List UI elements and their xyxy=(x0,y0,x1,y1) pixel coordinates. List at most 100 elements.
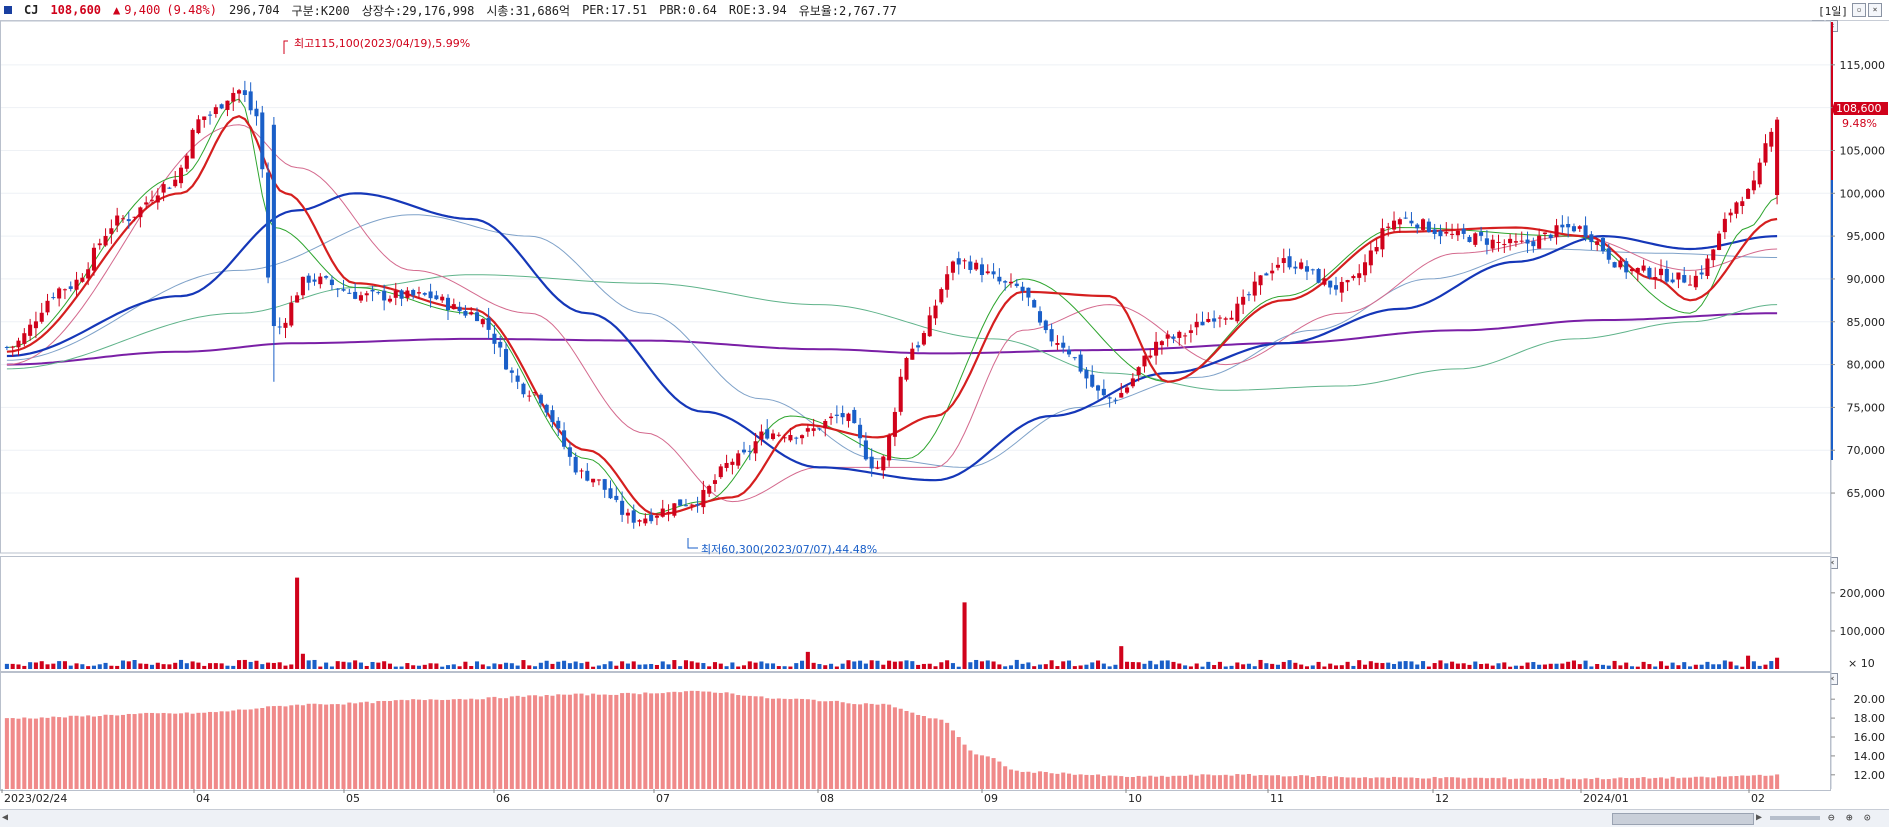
legend-ma20[interactable]: ▮20 xyxy=(121,24,142,37)
legend-ma240[interactable]: ▮240 xyxy=(255,24,283,37)
candle-body xyxy=(1537,235,1542,249)
foreign-legend[interactable]: ▮외국인보유비중 xyxy=(6,678,83,691)
legend-ma5[interactable]: ▮5 xyxy=(72,24,86,37)
candle-body xyxy=(312,279,317,282)
candle-body xyxy=(1705,258,1710,276)
period-selector[interactable]: [1일] xyxy=(1818,5,1848,18)
candle-body xyxy=(1154,341,1159,356)
legend-ma120[interactable]: ▮120 xyxy=(216,24,244,37)
candle-body xyxy=(1600,238,1606,252)
ma20-line xyxy=(6,124,1778,503)
candle-body xyxy=(811,428,816,431)
volume-bar xyxy=(1037,664,1043,669)
volume-bar xyxy=(387,663,392,669)
volume-bar xyxy=(1647,664,1652,669)
candle-body xyxy=(1101,388,1106,396)
volume-bar xyxy=(863,663,868,669)
zoom-out-icon[interactable]: ⊖ xyxy=(1828,811,1835,824)
foreign-bar xyxy=(1304,775,1310,789)
candle-body xyxy=(1171,336,1176,339)
volume-bar xyxy=(1699,664,1704,669)
scroll-right-icon[interactable]: ▶ xyxy=(1756,812,1763,823)
foreign-bar xyxy=(759,696,764,789)
volume-bar xyxy=(260,664,265,669)
foreign-bar xyxy=(776,698,781,789)
panel-close-icon[interactable]: × xyxy=(1826,673,1838,685)
foreign-bar xyxy=(678,692,683,789)
volume-bar xyxy=(1444,663,1449,669)
candle-body xyxy=(869,456,874,469)
foreign-bar xyxy=(1508,779,1513,789)
foreign-bar xyxy=(1362,777,1368,789)
scroll-bar[interactable]: ◀ ▶ ⊖ ⊕ ⊙ xyxy=(0,809,1889,827)
panel-minimize-icon[interactable]: ▫ xyxy=(1812,673,1824,685)
foreign-bar xyxy=(1653,777,1658,789)
foreign-bar xyxy=(910,712,915,789)
symbol-name[interactable]: CJ xyxy=(24,3,39,17)
volume-legend[interactable]: ▮거래량 xyxy=(6,563,43,576)
candle-body xyxy=(852,409,857,424)
volume-bar xyxy=(550,663,555,669)
volume-bar xyxy=(974,659,979,669)
volume-bar xyxy=(1368,661,1373,669)
volume-bar xyxy=(1682,662,1687,669)
candle-body xyxy=(405,290,410,298)
volume-bar xyxy=(1316,661,1321,669)
candle-body xyxy=(1049,329,1054,342)
candle-body xyxy=(16,340,21,348)
volume-bar xyxy=(1107,666,1112,669)
candle-body xyxy=(1554,225,1559,237)
candle-body xyxy=(1148,355,1153,358)
volume-bar xyxy=(329,666,334,669)
legend-ma45[interactable]: ▮45 xyxy=(153,24,174,37)
legend-ma8[interactable]: ▮8 xyxy=(97,24,111,37)
foreign-bar xyxy=(260,708,265,789)
volume-bar xyxy=(997,664,1002,669)
zoom-slider[interactable] xyxy=(1770,816,1820,820)
candle-body xyxy=(190,129,195,159)
volume-bar xyxy=(1310,665,1315,669)
legend-price[interactable]: ▮가격(수정) xyxy=(6,24,62,37)
candle-body xyxy=(254,108,259,117)
candle-body xyxy=(353,291,358,299)
candle-body xyxy=(904,357,909,380)
x-tick-label: 07 xyxy=(656,792,670,805)
foreign-bar xyxy=(567,694,572,789)
volume-bar xyxy=(631,661,636,669)
foreign-bar xyxy=(1194,775,1199,789)
scroll-thumb[interactable] xyxy=(1612,813,1754,825)
candle-body xyxy=(672,503,677,516)
x-tick-label: 2024/01 xyxy=(1583,792,1629,805)
volume-bar xyxy=(939,662,944,669)
candle-body xyxy=(834,414,839,416)
zoom-in-icon[interactable]: ⊕ xyxy=(1846,811,1853,824)
volume-bar xyxy=(1003,666,1008,669)
foreign-bar xyxy=(1200,774,1205,789)
candle-body xyxy=(736,453,741,466)
candle-body xyxy=(1374,247,1379,252)
legend-ma60[interactable]: ▮60 xyxy=(184,24,205,37)
foreign-bar xyxy=(376,701,381,789)
close-icon[interactable]: × xyxy=(1868,3,1882,17)
candle-body xyxy=(225,100,230,110)
panel-close-icon[interactable]: × xyxy=(1826,557,1838,569)
volume-bar xyxy=(1183,665,1188,669)
candle-body xyxy=(625,512,630,516)
volume-bar xyxy=(852,661,857,669)
candle-body xyxy=(434,295,439,300)
candle-body xyxy=(1548,234,1553,239)
volume-bar xyxy=(1473,661,1478,669)
scroll-left-icon[interactable]: ◀ xyxy=(2,812,9,823)
foreign-bar xyxy=(324,704,329,789)
panel-minimize-icon[interactable]: ▫ xyxy=(1812,557,1824,569)
candle-body xyxy=(1275,264,1280,268)
candle-body xyxy=(1467,236,1472,243)
volume-tick-label: 100,000 xyxy=(1840,625,1886,638)
zoom-reset-icon[interactable]: ⊙ xyxy=(1864,811,1871,824)
panel-minimize-icon[interactable]: ▫ xyxy=(1812,20,1824,32)
volume-bar xyxy=(1165,660,1170,669)
minimize-icon[interactable]: ▫ xyxy=(1852,3,1866,17)
volume-bar xyxy=(68,665,73,669)
panel-close-icon[interactable]: × xyxy=(1826,20,1838,32)
